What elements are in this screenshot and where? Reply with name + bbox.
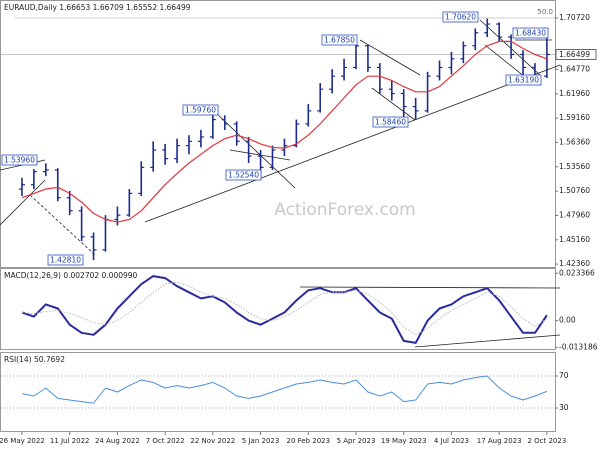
x-tick-label: 5 Jan 2023 bbox=[242, 437, 280, 445]
annotation-box bbox=[321, 34, 358, 46]
trend-line bbox=[0, 179, 46, 226]
annotation-box bbox=[182, 104, 219, 116]
series-line bbox=[21, 40, 548, 223]
trend-line bbox=[214, 111, 296, 189]
x-tick-label: 17 Aug 2023 bbox=[477, 437, 522, 445]
last-price-box bbox=[555, 49, 597, 60]
x-tick-label: 22 Nov 2022 bbox=[190, 437, 235, 445]
y-tick-label: 1.61960 bbox=[559, 89, 590, 98]
x-tick-label: 24 Aug 2022 bbox=[95, 437, 140, 445]
y-tick-label: 0.023366 bbox=[559, 268, 595, 277]
trend-line bbox=[29, 194, 96, 256]
series-line bbox=[21, 375, 548, 404]
x-tick-label: 2 Oct 2023 bbox=[527, 437, 566, 445]
y-tick-label: 1.42360 bbox=[559, 259, 590, 268]
annotation-box bbox=[225, 169, 262, 181]
y-tick-label: 1.45160 bbox=[559, 235, 590, 244]
x-tick-label: 26 May 2022 bbox=[0, 437, 45, 445]
annotation-box bbox=[512, 27, 549, 39]
series-line bbox=[21, 281, 548, 336]
last-price-label: 1.66499 bbox=[559, 50, 590, 59]
y-tick-label: 1.64770 bbox=[559, 64, 590, 73]
trend-line bbox=[359, 39, 421, 76]
annotation-box bbox=[442, 11, 479, 23]
panel-frame bbox=[0, 268, 556, 350]
annotation: 1.67850 bbox=[324, 36, 355, 45]
x-tick-label: 5 Apr 2023 bbox=[337, 437, 376, 445]
trend-line bbox=[299, 286, 561, 289]
panel-title: EURAUD,Daily 1.66653 1.66709 1.65552 1.6… bbox=[4, 3, 191, 12]
annotation: 1.68430 bbox=[515, 29, 546, 38]
trend-line bbox=[479, 19, 541, 76]
annotation: 1.63190 bbox=[508, 76, 539, 85]
annotation-box bbox=[1, 154, 38, 166]
trend-line bbox=[371, 87, 416, 121]
annotation-box bbox=[47, 254, 84, 266]
panel-title: MACD(12,26,9) 0.002702 0.000990 bbox=[4, 271, 138, 280]
watermark: ActionForex.com bbox=[274, 200, 415, 220]
y-tick-label: -0.013186 bbox=[559, 342, 598, 351]
y-tick-label: 1.56360 bbox=[559, 138, 590, 147]
panel-frame bbox=[0, 352, 556, 432]
annotation: 1.52540 bbox=[228, 171, 259, 180]
y-tick-label: 1.53560 bbox=[559, 162, 590, 171]
panel-frame bbox=[0, 0, 556, 268]
y-tick-label: 1.59160 bbox=[559, 113, 590, 122]
y-tick-label: 1.50760 bbox=[559, 186, 590, 195]
trend-line bbox=[144, 64, 561, 223]
x-tick-label: 20 Feb 2023 bbox=[286, 437, 330, 445]
annotation: 1.59760 bbox=[185, 106, 216, 115]
annotation-box bbox=[372, 116, 409, 128]
annotation: 1.70620 bbox=[445, 13, 476, 22]
y-tick-label: 1.47960 bbox=[559, 210, 590, 219]
annotation: 1.53960 bbox=[4, 156, 35, 165]
annotation: 1.42810 bbox=[50, 256, 81, 265]
series-line bbox=[21, 275, 548, 344]
x-tick-label: 19 May 2023 bbox=[381, 437, 427, 445]
y-tick-label: 0.00 bbox=[559, 316, 576, 325]
x-tick-label: 11 Jul 2022 bbox=[50, 437, 90, 445]
x-tick-label: 7 Oct 2022 bbox=[146, 437, 185, 445]
y-tick-label: 70 bbox=[559, 371, 569, 380]
fib-label: 50.0 bbox=[537, 8, 553, 16]
y-tick-label: 1.70720 bbox=[559, 13, 590, 22]
x-tick-label: 4 Jul 2023 bbox=[434, 437, 469, 445]
annotation: 1.58460 bbox=[375, 118, 406, 127]
annotation-box bbox=[505, 74, 542, 86]
y-tick-label: 30 bbox=[559, 403, 569, 412]
panel-title: RSI(14) 50.7692 bbox=[4, 355, 65, 364]
trend-line bbox=[414, 334, 561, 348]
